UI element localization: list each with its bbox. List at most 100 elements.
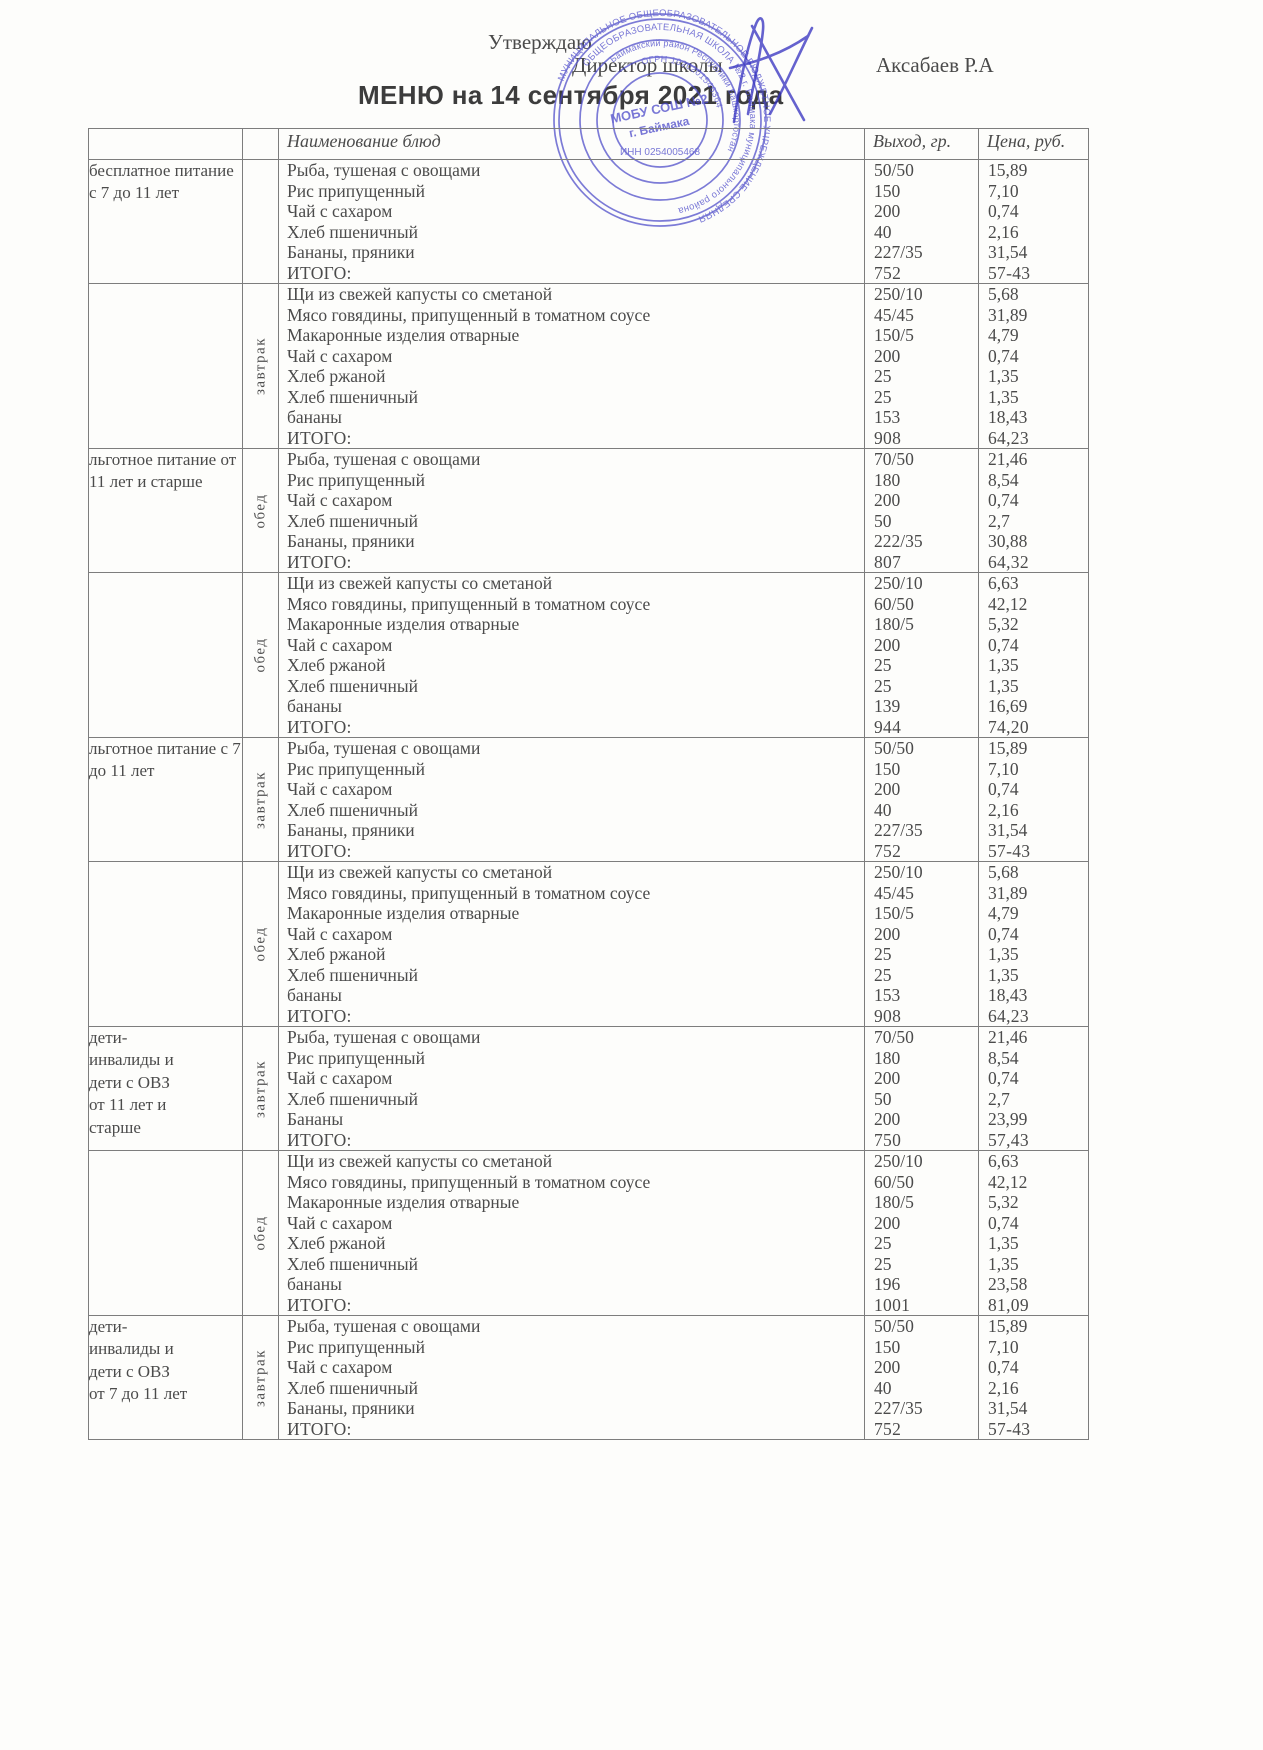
item-line: 25	[874, 655, 892, 675]
item-line: 1,35	[988, 675, 1019, 696]
item-line: 196	[874, 1274, 901, 1294]
total-line: ИТОГО:	[287, 716, 352, 737]
item-line: 250/10	[874, 573, 923, 593]
menu-section-row: льготное питание с 7 до 11 лет завтрак Рыб…	[88, 737, 1089, 862]
item-line: 18,43	[988, 985, 1028, 1005]
item-line: 25	[874, 944, 892, 964]
meal-type-cell: обед	[242, 448, 279, 573]
item-line: 15,89	[988, 160, 1028, 180]
column-header-price: Цена, руб.	[978, 128, 1089, 160]
item-line: 5,68	[988, 862, 1019, 882]
price-values-cell: 5,68 31,89 4,79 0,74 1,35 1,35 18,43 64,23	[978, 861, 1089, 1027]
item-line: 200	[874, 345, 901, 366]
table-header-row: Наименование блюд Выход, гр. Цена, руб.	[88, 128, 1089, 160]
category-cell	[88, 283, 243, 449]
total-line: 64,23	[988, 427, 1029, 448]
item-line: 31,54	[988, 820, 1028, 840]
item-line: 0,74	[988, 779, 1019, 799]
item-line: 23,99	[988, 1109, 1028, 1129]
item-line: Рыба, тушеная с овощами	[287, 160, 481, 180]
item-line: 150	[874, 758, 901, 779]
item-line: Чай с сахаром	[287, 779, 393, 799]
item-line: 70/50	[874, 449, 914, 469]
category-cell: дети-инвалиды и дети с ОВЗ от 11 лет и стар…	[88, 1026, 243, 1151]
item-line: 150	[874, 180, 901, 201]
meal-type-cell: завтрак	[242, 1315, 279, 1440]
item-line: 200	[874, 923, 901, 944]
item-line: 50	[874, 510, 892, 531]
item-line: Макаронные изделия отварные	[287, 325, 520, 345]
item-line: Мясо говядины, припущенный в томатном со…	[287, 882, 651, 903]
item-line: 42,12	[988, 1171, 1028, 1192]
total-line: 750	[874, 1129, 902, 1150]
item-line: 0,74	[988, 201, 1019, 221]
total-line: 908	[874, 1005, 902, 1026]
director-label: Директор школы	[572, 53, 723, 77]
category-cell: льготное питание от 11 лет и старше	[88, 448, 243, 573]
dish-names-cell: Рыба, тушеная с овощами Рис припущенный Ча…	[278, 1026, 865, 1151]
dish-names-cell: Рыба, тушеная с овощами Рис припущенный Ча…	[278, 737, 865, 862]
item-line: 0,74	[988, 1357, 1019, 1377]
item-line: Рис припущенный	[287, 758, 425, 779]
output-values-cell: 250/10 60/50 180/5 200 25 25 196 1001	[864, 1150, 979, 1316]
item-line: 21,46	[988, 1027, 1028, 1047]
item-line: 2,16	[988, 1377, 1019, 1398]
column-header-output: Выход, гр.	[864, 128, 979, 160]
total-line: 74,20	[988, 716, 1029, 737]
price-values-cell: 15,89 7,10 0,74 2,16 31,54 57-43	[978, 1315, 1089, 1440]
item-line: 23,58	[988, 1274, 1028, 1294]
item-line: Мясо говядины, припущенный в томатном со…	[287, 593, 651, 614]
menu-table-body: бесплатное питание с 7 до 11 лет Рыба, ту…	[88, 159, 1089, 1440]
total-line: ИТОГО:	[287, 1129, 352, 1150]
item-line: Хлеб пшеничный	[287, 386, 419, 407]
item-line: 8,54	[988, 1047, 1019, 1068]
item-line: Хлеб пшеничный	[287, 1088, 419, 1109]
item-line: 0,74	[988, 1068, 1019, 1088]
item-line: 45/45	[874, 304, 914, 325]
total-line: 1001	[874, 1294, 911, 1315]
price-values-cell: 5,68 31,89 4,79 0,74 1,35 1,35 18,43 64,23	[978, 283, 1089, 449]
meal-type-cell: завтрак	[242, 737, 279, 862]
category-cell: дети-инвалиды и дети с ОВЗ от 7 до 11 лет	[88, 1315, 243, 1440]
item-line: 25	[874, 1253, 892, 1274]
dish-names-cell: Щи из свежей капусты со сметаной Мясо гов…	[278, 1150, 865, 1316]
item-line: 1,35	[988, 1253, 1019, 1274]
menu-section-row: обед Щи из свежей капусты со сметаной Мясо…	[88, 861, 1089, 1027]
output-values-cell: 70/50 180 200 50 222/35 807	[864, 448, 979, 573]
item-line: Хлеб пшеничный	[287, 799, 419, 820]
item-line: Бананы, пряники	[287, 1398, 415, 1418]
item-line: Хлеб пшеничный	[287, 221, 419, 242]
item-line: 6,63	[988, 573, 1019, 593]
item-line: 180/5	[874, 614, 914, 634]
category-cell	[88, 572, 243, 738]
item-line: 180	[874, 1047, 901, 1068]
item-line: 40	[874, 221, 892, 242]
item-line: 4,79	[988, 903, 1019, 923]
item-line: 16,69	[988, 696, 1028, 716]
item-line: Чай с сахаром	[287, 201, 393, 221]
total-line: ИТОГО:	[287, 262, 352, 283]
item-line: 222/35	[874, 531, 923, 551]
item-line: 7,10	[988, 180, 1019, 201]
item-line: 2,16	[988, 221, 1019, 242]
item-line: 1,35	[988, 1233, 1019, 1253]
item-line: 25	[874, 1233, 892, 1253]
item-line: 50/50	[874, 738, 914, 758]
item-line: 227/35	[874, 1398, 923, 1418]
dish-names-cell: Рыба, тушеная с овощами Рис припущенный Ча…	[278, 1315, 865, 1440]
category-cell	[88, 861, 243, 1027]
item-line: Хлеб пшеничный	[287, 510, 419, 531]
item-line: 42,12	[988, 593, 1028, 614]
price-values-cell: 6,63 42,12 5,32 0,74 1,35 1,35 16,69 74,20	[978, 572, 1089, 738]
item-line: бананы	[287, 1274, 342, 1294]
item-line: бананы	[287, 985, 342, 1005]
item-line: 8,54	[988, 469, 1019, 490]
total-line: ИТОГО:	[287, 427, 352, 448]
dish-names-cell: Щи из свежей капусты со сметаной Мясо гов…	[278, 861, 865, 1027]
item-line: Рыба, тушеная с овощами	[287, 1316, 481, 1336]
meal-type-label: завтрак	[252, 1059, 268, 1118]
output-values-cell: 250/10 45/45 150/5 200 25 25 153 908	[864, 861, 979, 1027]
meal-type-label: завтрак	[252, 770, 268, 829]
item-line: 150/5	[874, 903, 914, 923]
menu-section-row: завтрак Щи из свежей капусты со сметаной М…	[88, 283, 1089, 449]
